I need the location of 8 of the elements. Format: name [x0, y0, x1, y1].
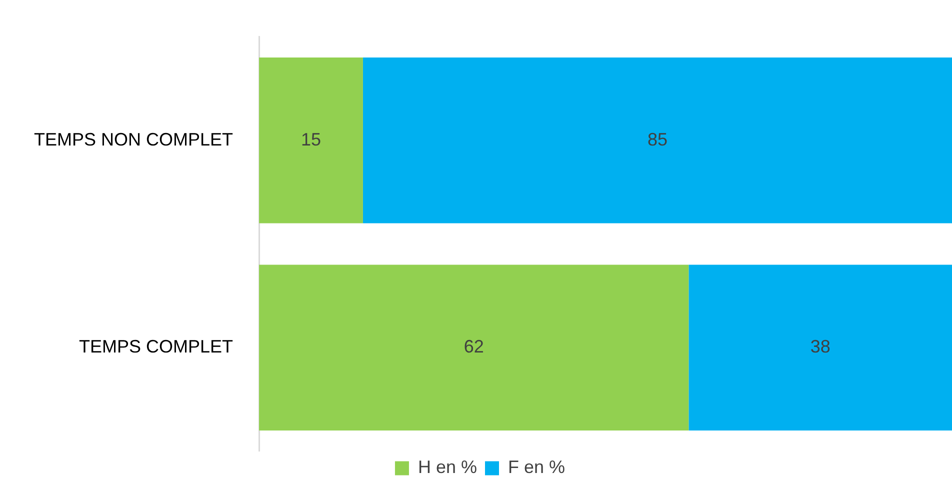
y-tick-label: TEMPS COMPLET: [78, 336, 234, 357]
data-label: 62: [464, 336, 484, 357]
legend-label: H en %: [418, 457, 478, 478]
data-label: 85: [647, 129, 668, 150]
y-tick-label: TEMPS NON COMPLET: [34, 129, 234, 150]
data-label: 15: [300, 129, 322, 150]
data-label: 38: [810, 336, 830, 357]
legend-label: F en %: [508, 457, 566, 478]
